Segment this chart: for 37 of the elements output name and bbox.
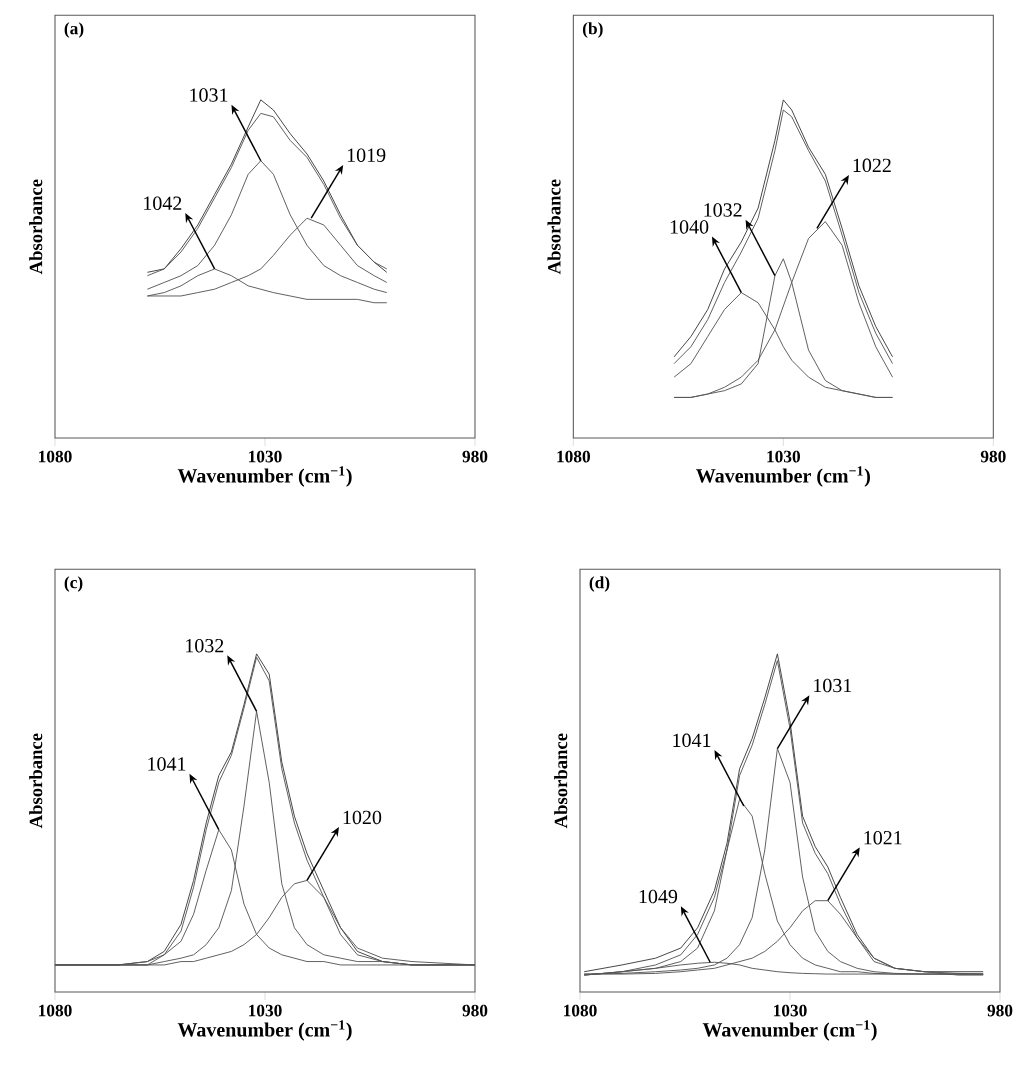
x-tick-label: 980 bbox=[462, 450, 488, 463]
x-tick-label: 1080 bbox=[564, 1004, 597, 1017]
annotation: 1041 bbox=[673, 733, 711, 748]
annotation: 1020 bbox=[343, 810, 382, 825]
x-tick-label: 1080 bbox=[39, 450, 72, 463]
x-tick-label: 1080 bbox=[557, 450, 590, 463]
annotation: 1049 bbox=[639, 889, 678, 904]
chart-title: (d) bbox=[589, 576, 610, 592]
x-tick-label: 1030 bbox=[249, 450, 282, 463]
chart-title: (b) bbox=[582, 22, 603, 38]
x-tick-label: 980 bbox=[980, 450, 1006, 463]
y-axis-title: Absorbance bbox=[554, 733, 568, 829]
annotation: 1032 bbox=[704, 203, 742, 217]
x-tick-label: 1030 bbox=[774, 1004, 807, 1017]
x-axis-title: Wavenumber (cm$^{−1}$) bbox=[702, 1020, 877, 1041]
annotation: 1032 bbox=[186, 638, 224, 653]
annotation: 1022 bbox=[853, 158, 891, 173]
annotation: 1031 bbox=[814, 678, 852, 693]
x-axis-title: Wavenumber (cm$^{−1}$) bbox=[177, 466, 352, 487]
y-axis-title: Absorbance bbox=[29, 179, 43, 275]
annotation: 1042 bbox=[144, 196, 182, 210]
x-tick-label: 980 bbox=[462, 1004, 488, 1017]
y-axis-title: Absorbance bbox=[29, 733, 43, 829]
annotation: 1040 bbox=[670, 220, 709, 234]
annotation: 1041 bbox=[148, 757, 186, 771]
annotation: 1019 bbox=[347, 148, 386, 162]
x-tick-label: 980 bbox=[987, 1004, 1013, 1017]
x-axis-title: Wavenumber (cm$^{−1}$) bbox=[177, 1020, 352, 1041]
x-axis-title: Wavenumber (cm$^{−1}$) bbox=[696, 466, 870, 487]
chart-title: (c) bbox=[64, 576, 83, 592]
x-tick-label: 1080 bbox=[39, 1004, 72, 1017]
chart-title: (a) bbox=[64, 22, 84, 38]
y-axis-title: Absorbance bbox=[547, 179, 561, 275]
annotation: 1031 bbox=[190, 88, 228, 102]
x-tick-label: 1030 bbox=[249, 1004, 282, 1017]
x-tick-label: 1030 bbox=[767, 450, 800, 463]
annotation: 1021 bbox=[864, 830, 902, 845]
